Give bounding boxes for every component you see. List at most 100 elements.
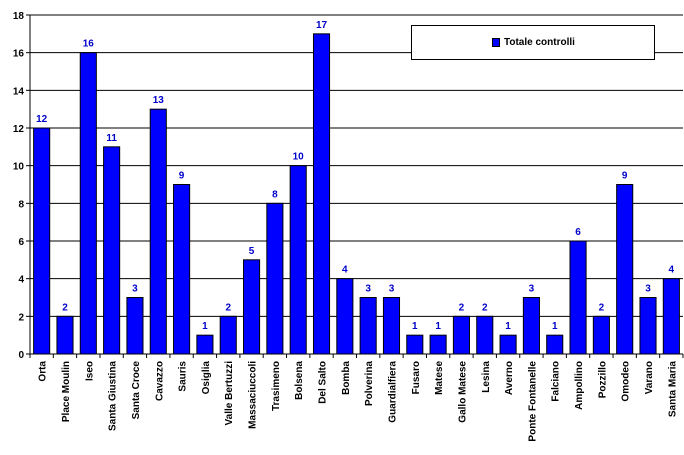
x-tick-label: Santa Croce — [131, 361, 142, 420]
data-label: 5 — [249, 246, 255, 257]
bar — [243, 259, 261, 355]
data-label: 16 — [83, 39, 95, 50]
data-label: 1 — [202, 321, 208, 332]
grid-lines — [30, 14, 683, 317]
data-label: 11 — [106, 133, 117, 144]
data-label: 17 — [316, 20, 328, 31]
bar — [33, 127, 51, 355]
bar — [359, 297, 377, 355]
x-tick-label: Valle Bertuzzi — [224, 361, 235, 426]
bar — [452, 315, 470, 355]
bar — [289, 165, 307, 355]
x-tick-label: Del Salto — [318, 361, 329, 404]
x-tick-label: Polverina — [364, 361, 375, 406]
data-label: 3 — [645, 284, 651, 295]
bar — [173, 184, 191, 355]
x-tick-label: Osiglia — [201, 361, 212, 395]
bar — [429, 334, 447, 355]
bar — [592, 315, 610, 355]
bar — [546, 334, 564, 355]
y-tick-label: 8 — [18, 199, 24, 210]
data-label: 9 — [179, 171, 185, 182]
bar — [616, 184, 634, 355]
bar — [196, 334, 214, 355]
legend-swatch — [492, 38, 500, 47]
x-tick-label: Iseo — [84, 361, 95, 381]
bar — [476, 315, 494, 355]
y-tick-label: 10 — [13, 162, 25, 173]
data-label: 10 — [293, 152, 305, 163]
legend: Totale controlli — [411, 25, 655, 60]
data-label: 13 — [153, 95, 165, 106]
data-label: 3 — [365, 284, 371, 295]
data-label: 1 — [505, 321, 511, 332]
x-tick-label: Gallo Matese — [457, 361, 468, 423]
x-tick-label: Massaciuccoli — [248, 361, 259, 429]
data-label: 6 — [575, 227, 581, 238]
y-tick-label: 0 — [18, 350, 24, 361]
bar — [79, 52, 97, 355]
data-label: 2 — [599, 302, 605, 313]
data-label: 2 — [482, 302, 488, 313]
bar — [149, 108, 167, 355]
bar — [126, 297, 144, 355]
x-tick-label: Trasimeno — [271, 361, 282, 411]
x-tick-labels: Orta Place Moulin Iseo Santa Giustina Santa … — [38, 361, 679, 442]
x-tick-label: Pozzillo — [597, 361, 608, 398]
y-tick-label: 16 — [13, 49, 25, 60]
data-label: 1 — [435, 321, 441, 332]
y-tick-label: 12 — [13, 124, 25, 135]
x-tick-label: Bomba — [341, 361, 352, 395]
data-label: 3 — [529, 284, 535, 295]
axes — [26, 14, 684, 358]
bar — [219, 315, 237, 355]
x-tick-label: Ampollino — [574, 361, 585, 410]
bar — [103, 146, 121, 355]
bar — [662, 278, 680, 355]
bar — [499, 334, 517, 355]
bars — [33, 33, 680, 355]
y-tick-label: 6 — [18, 237, 24, 248]
data-label: 1 — [412, 321, 418, 332]
x-tick-label: Falciano — [551, 361, 562, 402]
x-tick-label: Santa Maria — [667, 361, 678, 418]
bar — [266, 202, 284, 355]
x-tick-label: Bolsena — [294, 361, 305, 400]
y-tick-label: 4 — [18, 275, 24, 286]
x-tick-label: Place Moulin — [61, 361, 72, 422]
x-tick-label: Averno — [504, 361, 515, 395]
x-tick-label: Guardialfiera — [387, 361, 398, 423]
bar — [56, 315, 74, 355]
bar — [639, 297, 657, 355]
x-tick-label: Orta — [38, 361, 49, 382]
y-tick-label: 2 — [18, 312, 24, 323]
data-label: 1 — [552, 321, 558, 332]
x-tick-label: Ponte Fontanelle — [527, 361, 538, 442]
data-label: 4 — [669, 265, 675, 276]
x-tick-label: Fusaro — [411, 361, 422, 394]
data-label: 4 — [342, 265, 348, 276]
y-tick-label: 18 — [13, 11, 25, 22]
bar — [312, 33, 331, 355]
bar — [336, 278, 354, 355]
x-tick-label: Omodeo — [621, 361, 632, 402]
bar — [382, 297, 401, 355]
y-tick-label: 14 — [13, 86, 25, 97]
x-tick-label: Lesina — [481, 361, 492, 393]
data-label: 3 — [132, 284, 138, 295]
x-tick-label: Varano — [644, 361, 655, 394]
x-tick-label: Cavazzo — [154, 361, 165, 401]
y-tick-labels: 0 2 4 6 8 10 12 14 16 18 — [13, 11, 25, 361]
bar — [406, 334, 424, 355]
data-label: 8 — [272, 189, 278, 200]
data-label: 9 — [622, 171, 628, 182]
bar — [522, 297, 540, 355]
data-label: 2 — [62, 302, 68, 313]
data-label: 2 — [225, 302, 231, 313]
x-tick-label: Sauris — [178, 361, 189, 392]
x-tick-label: Santa Giustina — [108, 361, 119, 431]
data-label: 12 — [36, 114, 48, 125]
legend-label: Totale controlli — [504, 37, 575, 48]
